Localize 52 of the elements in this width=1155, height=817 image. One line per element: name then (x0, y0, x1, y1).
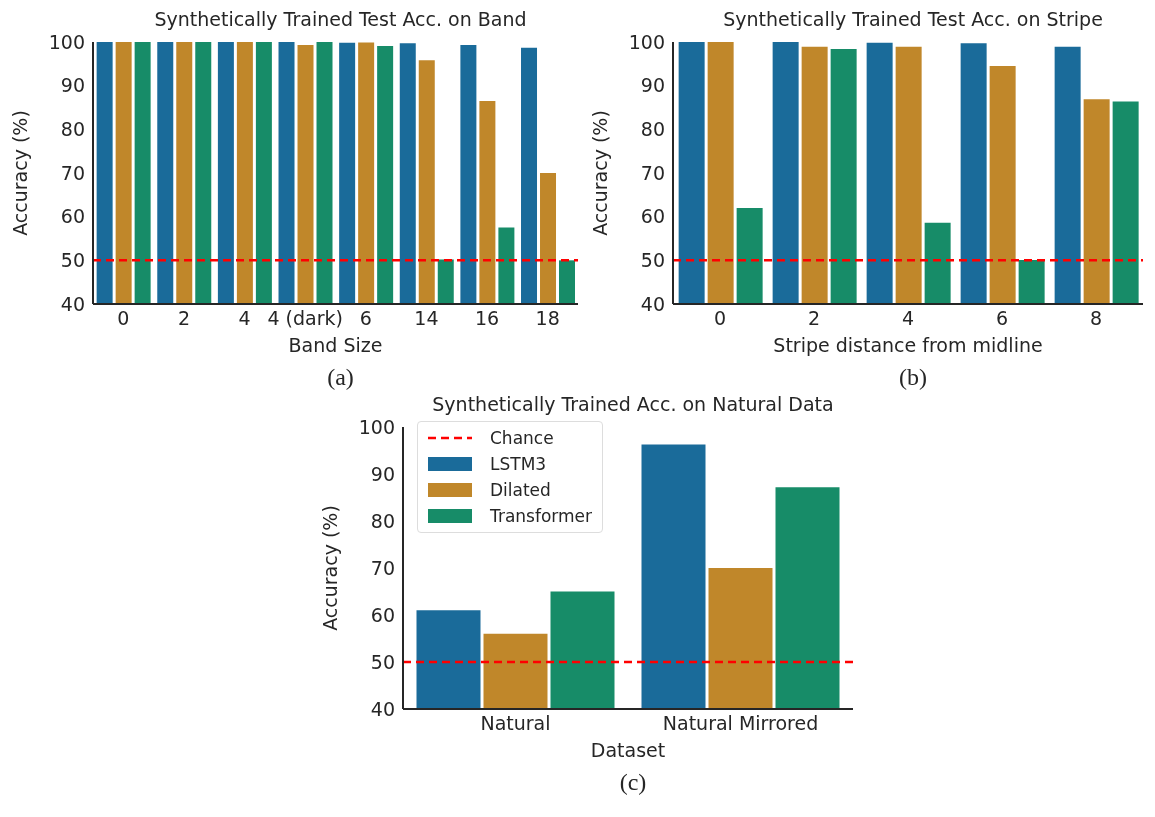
x-tick-label: Natural Mirrored (662, 712, 819, 735)
x-axis-title: Stripe distance from midline (773, 334, 1043, 356)
y-tick-label: 40 (60, 292, 85, 315)
text: (c) (618, 769, 648, 796)
x-tick-label: 4 (901, 307, 915, 330)
y-tick-label: 70 (370, 556, 395, 579)
text: (a) (326, 364, 355, 391)
chart-title: Synthetically Trained Acc. on Natural Data (431, 393, 835, 417)
y-axis-title: Accuracy (%) (318, 505, 341, 631)
y-tick-label: 90 (640, 74, 665, 97)
y-tick-label: 90 (60, 74, 85, 97)
y-tick-label: 50 (640, 249, 665, 272)
x-tick-label: 0 (117, 307, 130, 330)
y-tick-label: 60 (60, 205, 85, 228)
y-axis-title: Accuracy (%) (588, 110, 611, 236)
y-tick-label: 80 (60, 118, 85, 141)
x-tick-label: 18 (535, 307, 560, 330)
y-tick-label: 100 (628, 30, 665, 53)
y-tick-label: 80 (370, 509, 395, 532)
y-tick-label: 50 (370, 650, 395, 673)
y-tick-label: 70 (60, 161, 85, 184)
y-tick-label: 90 (370, 462, 395, 485)
x-axis-title: Dataset (590, 739, 666, 761)
y-tick-label: 100 (48, 30, 85, 53)
y-tick-label: 40 (370, 697, 395, 720)
x-tick-label: 6 (995, 307, 1009, 330)
legend-label: Transformer (490, 506, 593, 526)
chart-title: Synthetically Trained Test Acc. on Stripe (722, 8, 1104, 32)
x-tick-label: 2 (807, 307, 821, 330)
y-tick-label: 60 (640, 205, 665, 228)
y-tick-label: 50 (60, 249, 85, 272)
x-tick-label: 14 (414, 307, 439, 330)
y-tick-label: 40 (640, 292, 665, 315)
chart-title: Synthetically Trained Test Acc. on Band (153, 8, 528, 32)
y-tick-label: 60 (370, 603, 395, 626)
x-tick-label: 2 (177, 307, 190, 330)
x-tick-label: 16 (474, 307, 500, 330)
y-tick-label: 100 (358, 415, 395, 438)
x-tick-label: 4 (238, 307, 251, 330)
legend-label: Chance (490, 428, 554, 448)
x-tick-label: Natural (480, 712, 551, 735)
x-tick-label: 8 (1089, 307, 1103, 330)
y-axis-title: Accuracy (%) (8, 110, 31, 236)
x-axis-title: Band Size (288, 334, 383, 356)
legend-label: LSTM3 (490, 454, 547, 474)
legend-label: Dilated (490, 480, 551, 500)
text: (b) (898, 364, 928, 391)
y-tick-label: 80 (640, 118, 665, 141)
x-tick-label: 0 (713, 307, 727, 330)
y-tick-label: 70 (640, 161, 665, 184)
x-tick-label: 4 (dark) (267, 307, 343, 330)
x-tick-label: 6 (359, 307, 372, 330)
